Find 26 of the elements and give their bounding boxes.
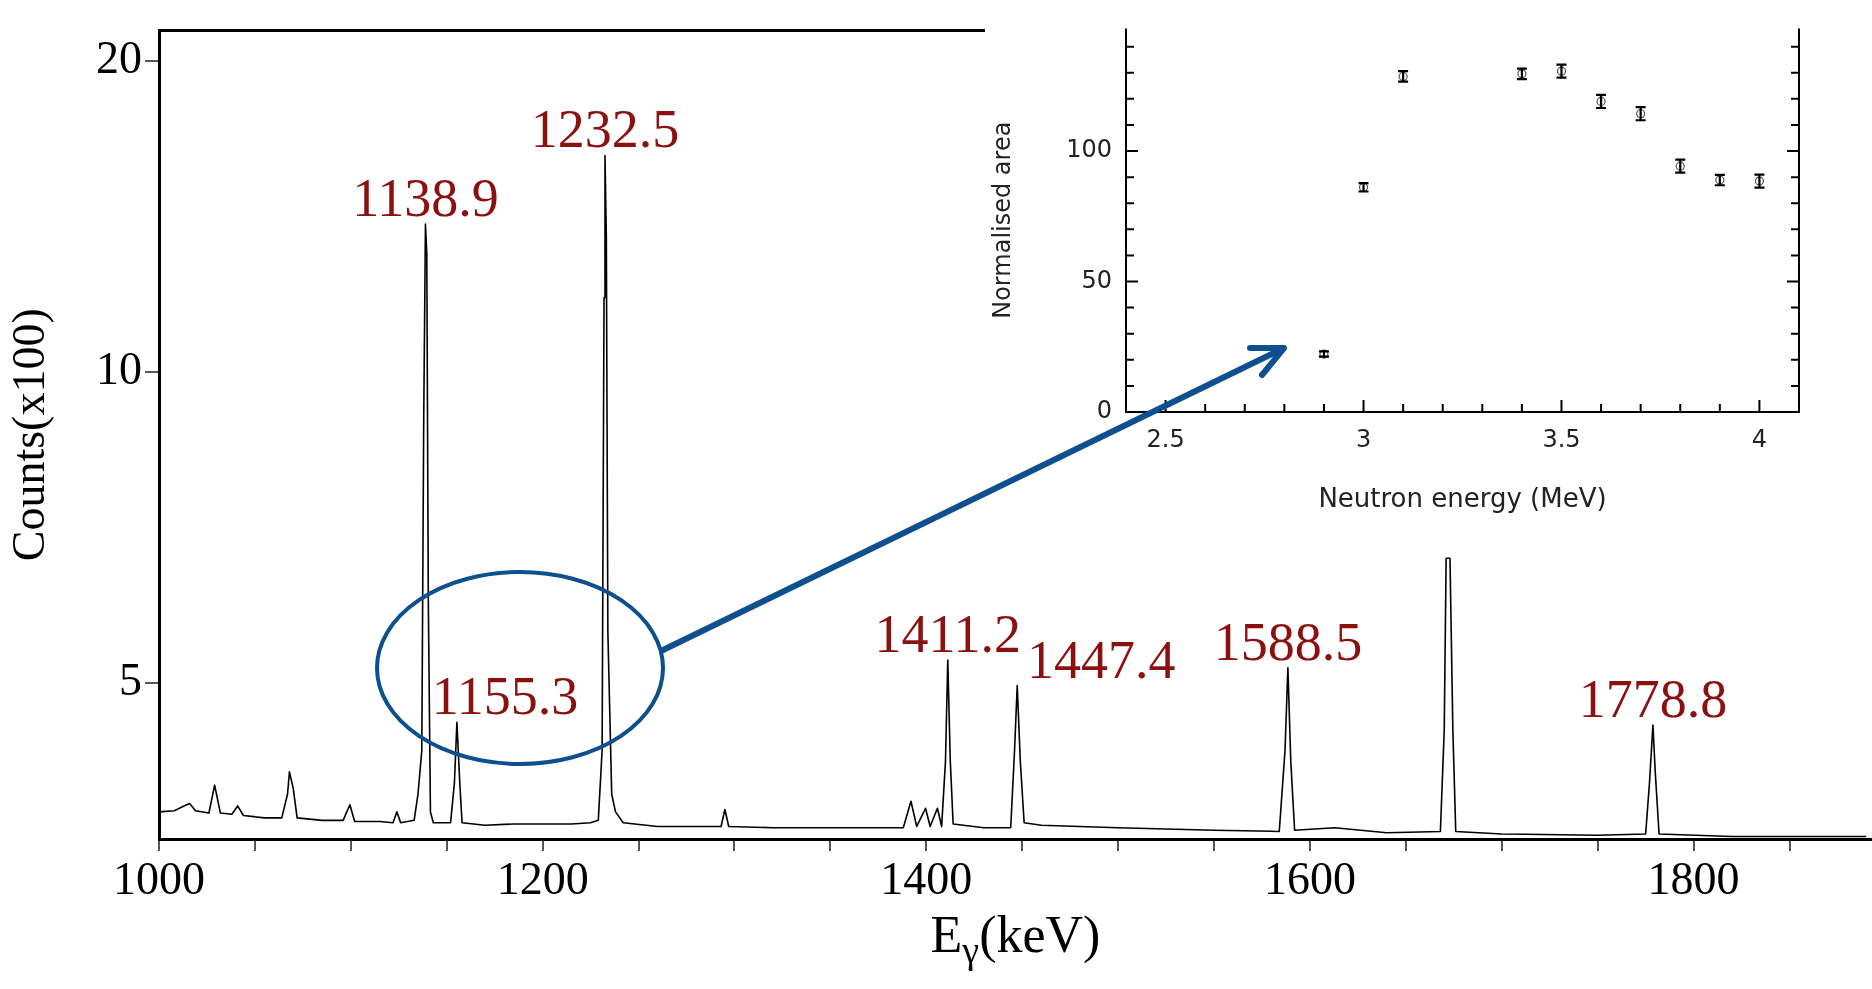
annotation: 1411.2 [874, 604, 1022, 665]
annotation: 1232.5 [530, 99, 680, 160]
x-tick-label: 1200 [496, 852, 589, 904]
annotation: 1447.4 [1026, 629, 1176, 690]
y-tick-label: 10 [96, 342, 142, 394]
x-tick-label: 1400 [880, 852, 973, 904]
x-tick-label: 1600 [1263, 852, 1356, 904]
x-tick-label: 1800 [1647, 852, 1740, 904]
annotation: 1778.8 [1578, 669, 1728, 730]
x-tick-label: 1000 [113, 852, 205, 904]
x-tick-label: 4 [1751, 424, 1768, 453]
x-tick-label: 3 [1355, 424, 1372, 453]
annotation: 1588.5 [1213, 611, 1363, 672]
y-tick-label: 50 [1081, 265, 1112, 294]
y-tick-label: 0 [1096, 396, 1112, 425]
y-tick-label: 20 [96, 32, 142, 84]
y-axis-title: Normalised area [987, 121, 1016, 319]
y-tick-label: 100 [1066, 135, 1112, 164]
x-axis-title: Neutron energy (MeV) [1318, 483, 1607, 513]
x-tick-label: 3.5 [1542, 424, 1581, 453]
x-axis-title: E$_{γ}$(keV) [929, 905, 1102, 973]
annotation: 1155.3 [431, 666, 579, 727]
y-tick-label: 5 [119, 653, 142, 705]
annotation: 1138.9 [352, 168, 499, 229]
y-axis-title: Counts(x100) [2, 308, 54, 562]
x-tick-label: 2.5 [1146, 424, 1185, 453]
